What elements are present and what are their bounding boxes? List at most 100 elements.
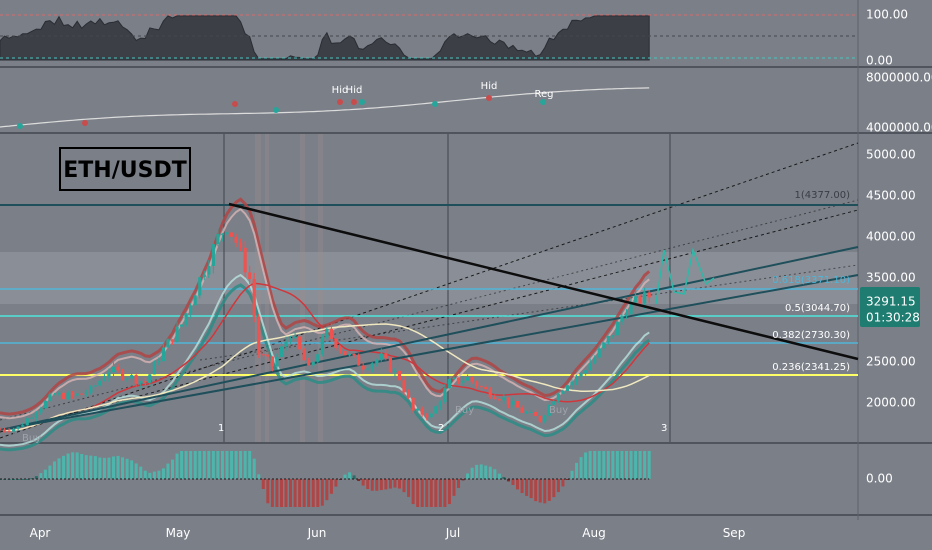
projection-path — [655, 247, 715, 305]
candle — [175, 321, 179, 343]
candle-body — [125, 378, 129, 380]
candle-body — [157, 361, 161, 363]
candle — [574, 374, 579, 386]
macd-bar — [252, 458, 256, 479]
rsi-tick: 100.00 — [866, 8, 908, 22]
macd-bar — [620, 451, 624, 479]
candle — [456, 377, 461, 385]
candle-body — [179, 324, 184, 327]
macd-bar — [438, 479, 442, 507]
candle — [193, 294, 197, 306]
macd-bar — [302, 479, 306, 507]
candle-body — [443, 388, 447, 402]
obv-tick: 4000000.00 — [866, 121, 932, 135]
macd-bar — [634, 451, 638, 479]
candle-body — [288, 338, 293, 342]
macd-bar — [575, 462, 579, 479]
candle-body — [438, 401, 442, 407]
month-label: Apr — [30, 526, 51, 540]
candle — [266, 351, 270, 361]
candle-body — [347, 353, 352, 356]
candle — [534, 409, 538, 417]
candle-body — [547, 404, 551, 416]
candle-body — [384, 353, 388, 359]
macd-bar — [211, 451, 215, 479]
candle — [7, 427, 11, 434]
candle-body — [534, 411, 538, 417]
candle — [584, 367, 588, 376]
candle-body — [320, 337, 324, 355]
macd-bar — [561, 479, 565, 487]
candle-body — [325, 328, 329, 338]
candle — [325, 327, 329, 340]
candle — [207, 260, 211, 279]
price-axis-panel — [858, 0, 932, 520]
macd-bar — [89, 455, 93, 479]
candle — [288, 335, 293, 345]
macd-bar — [493, 469, 497, 479]
macd-bar — [497, 473, 501, 479]
candle-body — [170, 339, 175, 342]
macd-bar — [102, 457, 106, 479]
candle — [447, 376, 452, 389]
obv-dot — [17, 123, 23, 129]
candle-body — [502, 397, 506, 401]
candle — [248, 265, 252, 284]
macd-bar — [552, 479, 556, 498]
macd-bar — [139, 466, 143, 479]
candle-body — [139, 381, 143, 384]
candle-body — [166, 339, 170, 348]
candle-body — [189, 305, 193, 314]
macd-bar — [184, 451, 188, 479]
candle — [89, 385, 93, 395]
candle — [120, 368, 125, 381]
macd-bar — [411, 479, 415, 505]
macd-bar — [334, 479, 338, 487]
candle-body — [311, 361, 315, 366]
macd-bar — [148, 472, 152, 479]
obv-dot — [273, 107, 279, 113]
macd-bar — [130, 460, 134, 479]
macd-bar — [525, 479, 529, 496]
candle — [157, 357, 161, 366]
candle — [511, 397, 515, 408]
candle-body — [298, 336, 302, 350]
candle — [211, 241, 215, 274]
candle — [384, 349, 388, 361]
candle — [34, 410, 38, 422]
macd-bar — [343, 474, 347, 479]
candle — [329, 323, 333, 343]
channel-lower — [0, 274, 859, 431]
candle-body — [411, 397, 415, 411]
candle-body — [261, 354, 265, 356]
macd-bar — [643, 451, 647, 479]
candle-body — [529, 411, 533, 413]
macd-bar — [25, 479, 29, 480]
macd-bar — [384, 479, 388, 490]
macd-bar — [21, 479, 25, 480]
candle — [338, 345, 343, 354]
candle — [143, 377, 147, 386]
candle — [370, 362, 374, 373]
candle-body — [406, 392, 411, 398]
candle-body — [243, 247, 247, 273]
candle-body — [193, 295, 197, 306]
lower-band-inner — [0, 273, 650, 447]
fan-line — [0, 142, 859, 439]
macd-bar — [266, 479, 270, 504]
macd-bar — [116, 455, 120, 479]
macd-bar — [316, 479, 320, 507]
macd-bar — [461, 479, 465, 481]
macd-bar — [111, 456, 115, 479]
macd-bar — [602, 451, 606, 479]
candle-body — [361, 365, 365, 370]
candle — [475, 380, 479, 389]
candle-body — [120, 370, 125, 379]
candle — [48, 392, 52, 402]
descending-trendline[interactable] — [228, 202, 859, 361]
candle — [529, 409, 533, 413]
candle — [347, 351, 352, 359]
candle — [98, 378, 102, 387]
candle — [638, 294, 642, 306]
candle — [134, 373, 138, 387]
